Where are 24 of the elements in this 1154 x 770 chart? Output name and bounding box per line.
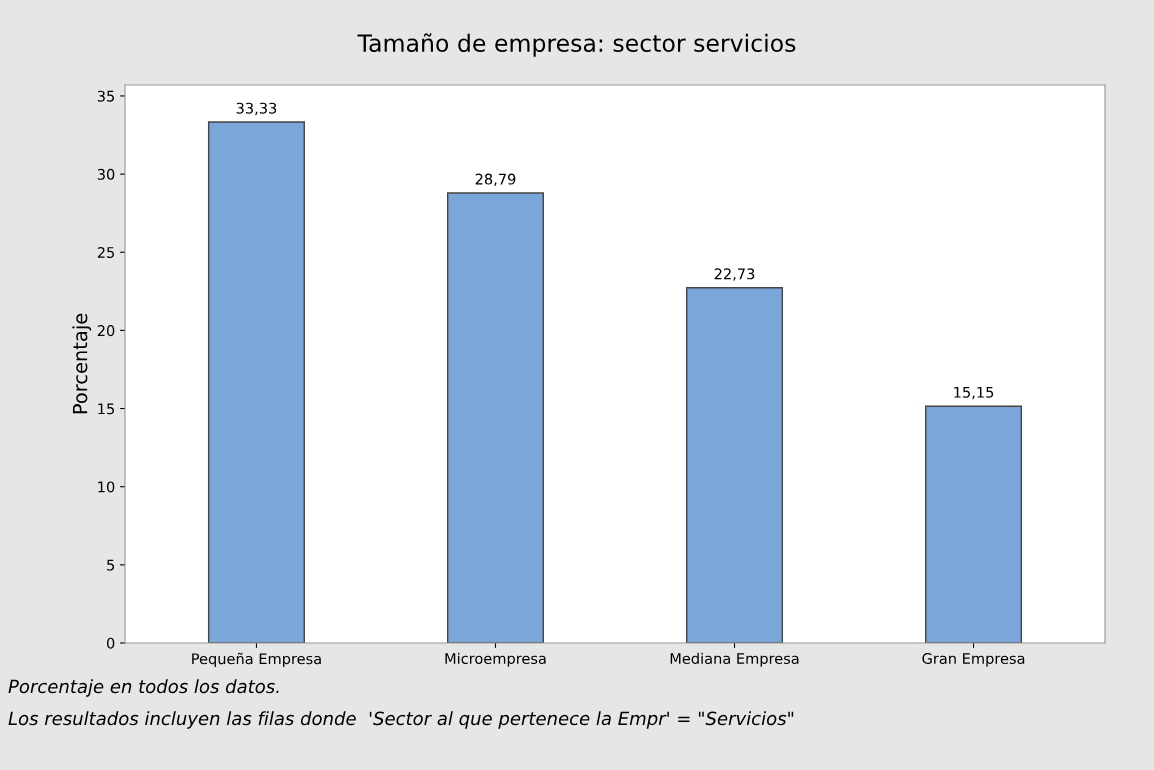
y-tick-label: 35 <box>97 90 114 102</box>
y-tick-label: 15 <box>98 403 114 415</box>
x-tick-label: Microempresa <box>445 652 546 667</box>
y-tick-label: 30 <box>97 168 115 180</box>
data-label: 22,73 <box>714 268 755 281</box>
y-tick-label: 5 <box>107 559 114 571</box>
data-label: 33,33 <box>236 102 277 116</box>
y-tick-label: 10 <box>98 481 115 493</box>
text: Porcentaje en todos los datos. <box>8 679 279 697</box>
text: Los resultados incluyen las filas donde 'Sector al que pertenece la Empr' = "Servicios" <box>8 711 794 729</box>
y-tick-label: 25 <box>97 246 114 258</box>
bar <box>446 192 544 643</box>
bar <box>925 405 1023 643</box>
y-tick-label: 0 <box>106 637 115 649</box>
x-tick-label: Mediana Empresa <box>670 652 799 667</box>
x-tick-label: Pequeña Empresa <box>192 652 321 668</box>
data-label: 15,15 <box>954 386 994 400</box>
bar <box>686 287 784 643</box>
bar <box>207 121 305 643</box>
x-tick-label: Gran Empresa <box>922 652 1025 667</box>
y-tick-label: 20 <box>97 325 115 337</box>
y-axis-title: Porcentaje <box>72 313 92 414</box>
data-label: 28,79 <box>475 173 516 187</box>
chart-title: Tamaño de empresa: sector servicios <box>357 33 796 57</box>
